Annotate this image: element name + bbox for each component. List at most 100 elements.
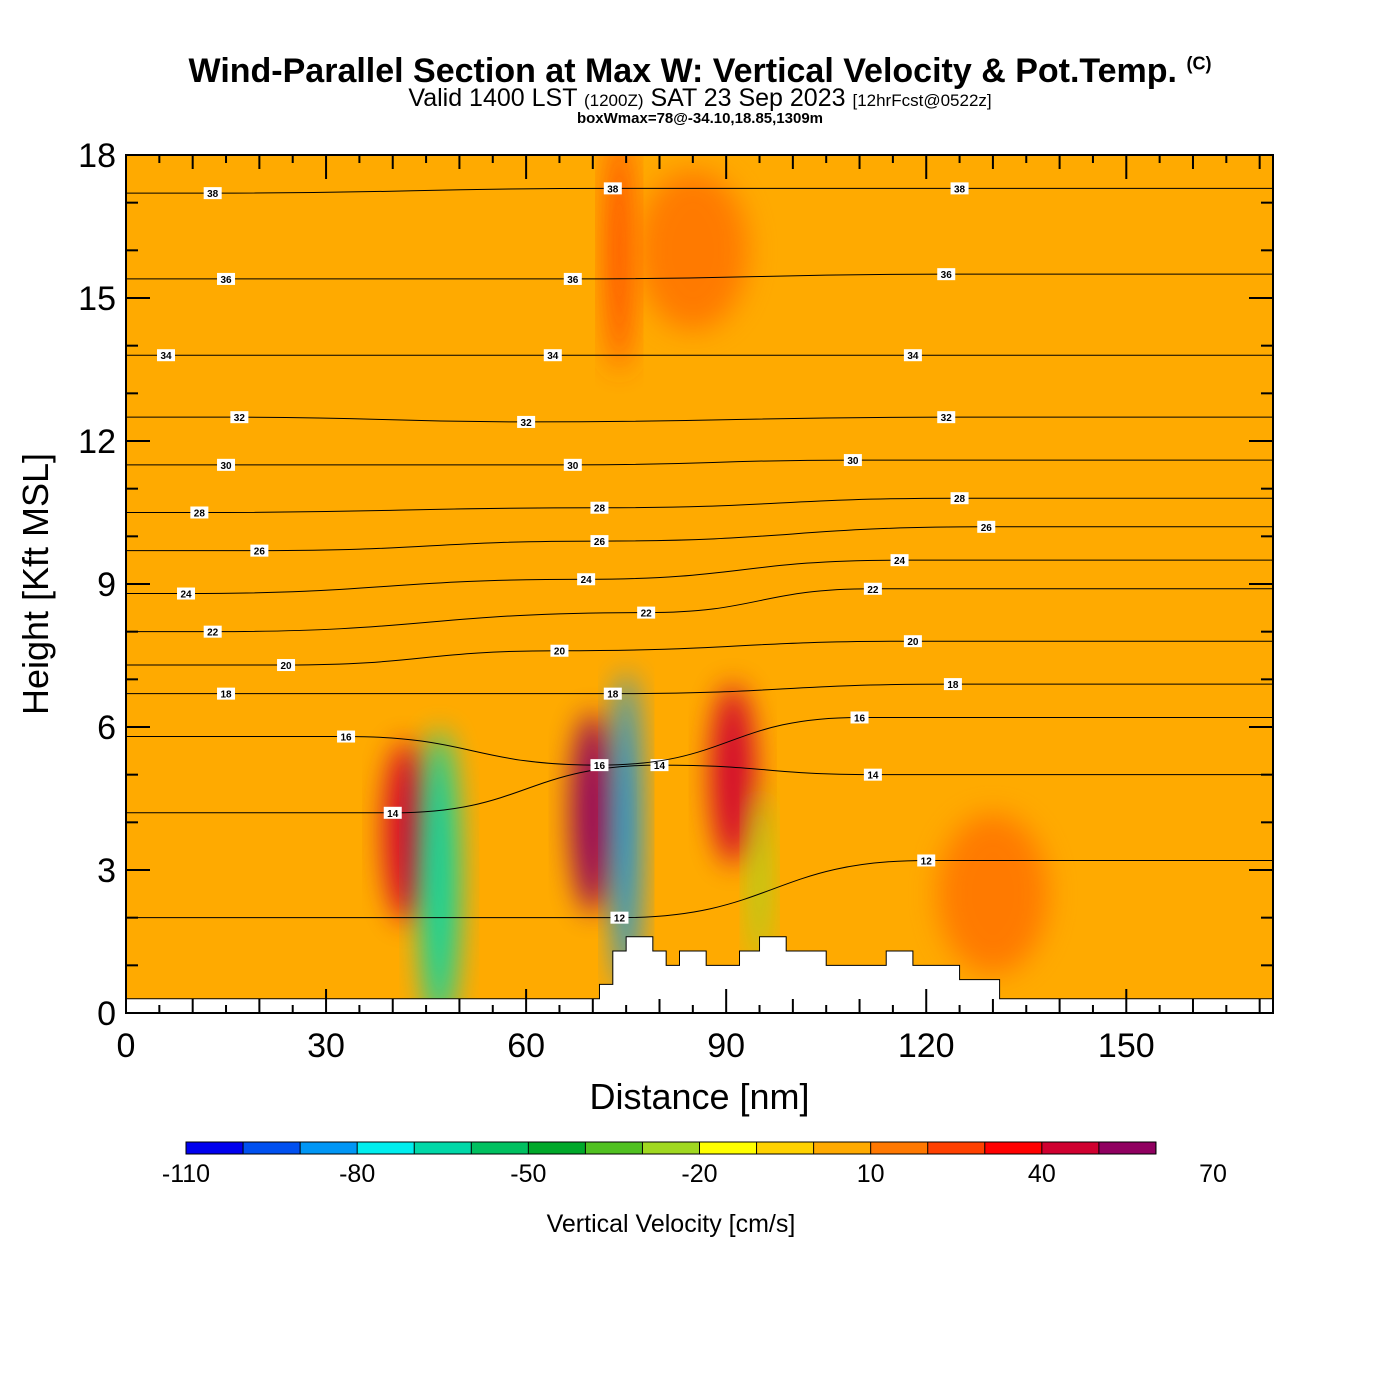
contour-label-bg xyxy=(217,272,236,285)
contour-label-bg xyxy=(203,625,222,638)
contour-label-text: 16 xyxy=(854,713,866,724)
colorbar-swatch-9 xyxy=(699,1142,758,1154)
contour-label-bg xyxy=(937,268,956,281)
y-tick-label: 3 xyxy=(97,852,116,890)
contour-label-34-2: 34 xyxy=(903,349,922,362)
contour-label-28-2: 28 xyxy=(950,492,969,505)
colorbar-tick-label: 40 xyxy=(1028,1160,1056,1188)
theta-contour-24 xyxy=(126,559,1273,595)
contour-label-text: 26 xyxy=(981,523,993,534)
contour-label-38-0: 38 xyxy=(203,187,222,200)
chart-title: Wind-Parallel Section at Max W: Vertical… xyxy=(0,52,1400,91)
contour-label-text: 14 xyxy=(387,809,399,820)
contour-label-text: 20 xyxy=(907,637,919,648)
contour-label-text: 24 xyxy=(581,575,593,586)
contour-label-28-0: 28 xyxy=(190,506,209,520)
contour-label-bg xyxy=(577,573,596,586)
contour-label-36-0: 36 xyxy=(217,272,236,286)
x-tick-label: 0 xyxy=(117,1027,136,1065)
contour-label-text: 32 xyxy=(941,413,953,424)
valid-utc: (1200Z) xyxy=(583,91,644,110)
contour-label-20-1: 20 xyxy=(550,644,569,658)
colorbar-tick-label: 10 xyxy=(857,1160,885,1188)
contour-label-bg xyxy=(217,687,236,700)
x-tick-label: 60 xyxy=(507,1027,545,1065)
colorbar-tick-label: -110 xyxy=(162,1160,210,1188)
contour-label-38-2: 38 xyxy=(950,182,969,195)
contour-label-text: 30 xyxy=(567,461,579,472)
contour-label-26-2: 26 xyxy=(977,520,996,534)
contour-label-bg xyxy=(157,349,176,362)
contour-label-text: 36 xyxy=(567,275,579,286)
colorbar-swatch-16 xyxy=(1098,1142,1157,1154)
contour-label-14-1: 14 xyxy=(650,759,669,772)
contour-label-text: 30 xyxy=(847,456,859,467)
contour-label-text: 36 xyxy=(941,270,953,281)
contour-label-text: 16 xyxy=(594,761,606,772)
contour-label-text: 12 xyxy=(921,856,933,867)
contour-label-bg xyxy=(590,535,609,548)
contour-label-bg xyxy=(650,759,669,772)
velocity-cell-1 xyxy=(419,729,460,1013)
velocity-cell-4 xyxy=(710,684,755,865)
contour-label-text: 16 xyxy=(341,733,353,744)
contour-label-text: 30 xyxy=(220,461,232,472)
colorbar-swatch-5 xyxy=(471,1142,529,1154)
colorbar-swatch-10 xyxy=(756,1142,815,1154)
contour-label-text: 18 xyxy=(947,680,959,691)
contour-label-bg xyxy=(563,458,582,471)
velocity-cell-2 xyxy=(570,712,615,913)
contour-label-bg xyxy=(603,687,622,700)
terrain xyxy=(125,936,1274,1014)
contour-label-text: 36 xyxy=(220,275,232,286)
theta-contour-12 xyxy=(126,859,1273,919)
contour-label-16-1: 16 xyxy=(590,759,609,772)
chart-title-text: Wind-Parallel Section at Max W: Vertical… xyxy=(188,52,1178,90)
contour-label-bg xyxy=(850,711,869,724)
contour-label-bg xyxy=(550,644,569,657)
colorbar-swatch-3 xyxy=(357,1142,415,1154)
colorbar-swatch-0 xyxy=(186,1142,244,1154)
colorbar-tick-label: -80 xyxy=(339,1160,375,1188)
contour-label-bg xyxy=(903,349,922,362)
contour-label-26-0: 26 xyxy=(250,544,269,558)
contour-label-bg xyxy=(190,506,209,519)
valid-date: SAT 23 Sep 2023 xyxy=(650,84,846,112)
velocity-cell-0 xyxy=(384,741,429,922)
y-axis-label: Height [Kft MSL] xyxy=(15,453,56,715)
contour-label-text: 22 xyxy=(641,609,653,620)
contour-label-text: 28 xyxy=(194,509,206,520)
contour-label-bg xyxy=(590,759,609,772)
contour-label-bg xyxy=(863,768,882,781)
colorbar-tick-label: -50 xyxy=(510,1160,546,1188)
contour-label-20-2: 20 xyxy=(903,635,922,648)
contour-label-bg xyxy=(977,520,996,533)
y-tick-label: 15 xyxy=(78,280,116,318)
contour-label-text: 20 xyxy=(280,661,292,672)
contour-label-bg xyxy=(610,911,629,924)
x-axis-label: Distance [nm] xyxy=(589,1076,809,1117)
contour-label-text: 24 xyxy=(180,590,192,601)
contour-label-bg xyxy=(177,587,196,600)
y-tick-label: 12 xyxy=(78,423,116,461)
contour-label-text: 24 xyxy=(894,556,906,567)
colorbar-swatch-14 xyxy=(984,1142,1043,1154)
contour-label-bg xyxy=(637,606,656,619)
contour-label-text: 12 xyxy=(614,914,626,925)
contour-label-text: 18 xyxy=(220,690,232,701)
theta-contour-28 xyxy=(126,497,1273,514)
contour-label-20-0: 20 xyxy=(277,659,296,672)
contour-label-text: 32 xyxy=(521,418,533,429)
contour-label-text: 14 xyxy=(654,761,666,772)
colorbar-swatch-4 xyxy=(414,1142,472,1154)
velocity-cell-8 xyxy=(937,813,1048,974)
theta-contours: 12 12 14 14 14 16 16 16 18 18 18 20 20 20 22 22 22 24 24 24… xyxy=(126,182,1273,925)
contour-label-bg xyxy=(517,415,536,428)
contour-label-22-0: 22 xyxy=(203,625,222,639)
colorbar-swatch-15 xyxy=(1041,1142,1100,1154)
contour-label-16-0: 16 xyxy=(337,730,356,744)
contour-label-32-2: 32 xyxy=(937,411,956,424)
contour-label-14-0: 14 xyxy=(383,806,402,820)
contour-label-18-2: 18 xyxy=(943,678,962,691)
